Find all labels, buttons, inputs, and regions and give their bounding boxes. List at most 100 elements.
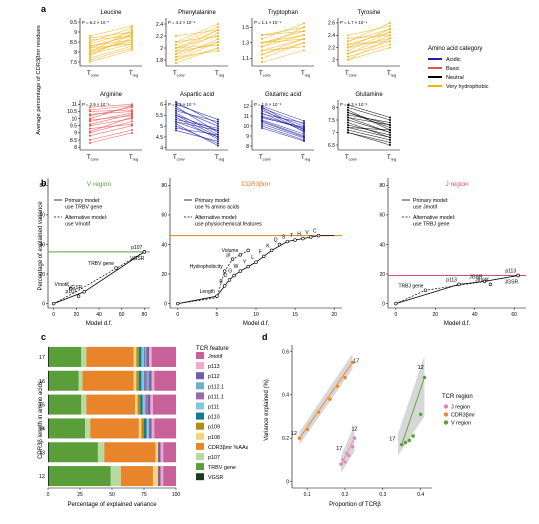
y-tick-label: 11 — [72, 102, 77, 108]
point-tconv — [347, 55, 349, 58]
model-point — [488, 282, 493, 287]
pair-line — [89, 25, 133, 37]
pair-line — [175, 104, 219, 120]
y-tick-label: 80 — [161, 183, 167, 189]
point-tconv — [261, 49, 263, 52]
confidence-band — [299, 353, 353, 445]
point-treg — [217, 38, 219, 40]
x-axis-label: Model d.f. — [86, 321, 113, 327]
point-tconv — [261, 113, 263, 115]
point-tconv — [175, 127, 177, 130]
x-label-treg: Treg — [215, 155, 224, 162]
subplot-title: Tyrosine — [358, 10, 381, 16]
x-axis-label: Model d.f. — [243, 321, 270, 327]
legend-label-p111: p111 — [208, 405, 219, 411]
x-label-subscript: conv — [177, 158, 185, 162]
pair-line — [347, 132, 391, 143]
pair-line — [175, 50, 219, 58]
panel-c-legend-title: TCR feature — [196, 346, 229, 352]
legend-label-p112-1: p112.1 — [208, 384, 224, 390]
scatter-point — [339, 462, 344, 467]
point-tconv — [175, 50, 177, 52]
model-point — [516, 273, 520, 278]
legend-swatch-p107 — [196, 453, 204, 460]
pair-line — [89, 47, 133, 61]
panel-label-a: a — [41, 4, 47, 14]
x-tick-label: 15 — [292, 312, 298, 318]
pair-line — [261, 108, 305, 133]
point-tconv — [347, 58, 349, 61]
point-treg — [389, 139, 391, 141]
pair-line — [261, 127, 305, 142]
y-tick-label: 10.5 — [67, 109, 77, 115]
pair-line — [261, 120, 305, 137]
point-label-vgsr: VGSR — [130, 256, 145, 262]
y-tick-label: 0 — [382, 301, 385, 307]
point-treg — [131, 109, 133, 111]
point-tconv — [261, 121, 263, 123]
bar-segment-p110 — [138, 370, 142, 391]
x-label-subscript: conv — [91, 158, 99, 162]
bar-segment-p108 — [152, 466, 159, 487]
x-label-tconv: Tconv — [345, 71, 357, 78]
subplot-glutamic-acid: 8 9 10 11 12 Glutamic acid P = 1.6 × 10⁻⁶ Tconv… — [243, 92, 314, 162]
pair-line — [347, 22, 391, 42]
legend-swatch-p111 — [196, 402, 204, 410]
x-label-subscript: reg — [391, 74, 397, 78]
y-tick-label: 0 — [286, 479, 289, 485]
point-tconv — [89, 39, 91, 41]
point-tconv — [89, 43, 91, 45]
point-treg — [303, 37, 305, 40]
y-tick-label: 2 — [160, 46, 163, 52]
point-label-p107: p107 — [131, 245, 142, 251]
model-point — [262, 254, 266, 258]
legend-swatch-trbv-gene — [196, 463, 204, 471]
point-tconv — [89, 53, 91, 55]
point-tconv — [261, 119, 263, 121]
pair-line — [261, 34, 305, 44]
bar-segment-trbv-gene — [49, 394, 82, 415]
panel-label-d: d — [262, 332, 268, 342]
bar-segment-p107 — [110, 466, 121, 487]
y-category-label: 17 — [39, 355, 45, 361]
pair-line — [261, 30, 305, 36]
model-point — [316, 233, 321, 238]
point-tconv — [261, 57, 263, 60]
pair-line — [89, 105, 133, 111]
legend-label-neutral: Neutral — [446, 75, 464, 81]
x-label-treg: Treg — [387, 155, 396, 162]
legend-label-p111-1: p111.1 — [208, 394, 224, 400]
y-tick-label: 60 — [161, 213, 167, 219]
x-tick-label: 0.4 — [417, 492, 424, 498]
point-treg — [217, 125, 219, 128]
legend-label-very-hydrophobic: Very hydrophobic — [446, 84, 489, 90]
bar-segment-p112-1 — [146, 370, 150, 391]
point-treg — [131, 116, 133, 119]
bar-segment-p111-1 — [144, 370, 147, 391]
panel-c-stacked-bars: 17 16 15 14 13 12 0 25 50 75 100 Jmotif p113 p112 p112… — [39, 346, 249, 498]
point-label-y: Y — [243, 260, 247, 266]
y-tick-label: 10 — [243, 124, 249, 130]
point-treg — [131, 111, 133, 114]
bar-segment-cdr3-mr-aas — [90, 418, 139, 439]
point-treg — [217, 138, 219, 141]
point-tconv — [175, 59, 177, 61]
pair-line — [261, 113, 305, 124]
legend-label-acidic: Acidic — [446, 57, 461, 63]
legend-label-dashed: use TRBJ gene — [413, 221, 449, 227]
legend-label-solid: use % amino acids — [195, 204, 240, 210]
point-treg — [303, 45, 305, 48]
bar-segment-p113 — [160, 442, 164, 463]
x-tick-label: 20 — [433, 312, 439, 318]
y-tick-label: 2.2 — [156, 34, 163, 40]
bar-segment-trbv-gene — [49, 418, 86, 439]
point-tconv — [175, 112, 177, 115]
legend-label-dashed: Alternative model: — [65, 215, 107, 221]
y-category-label: 14 — [39, 426, 45, 432]
bar-segment-vgsr — [48, 370, 50, 391]
subplot-title: Phenylalanine — [178, 10, 216, 16]
bar-segment-p112-1 — [145, 346, 147, 367]
pair-line — [347, 119, 391, 133]
legend-label-p109: p109 — [208, 425, 220, 431]
